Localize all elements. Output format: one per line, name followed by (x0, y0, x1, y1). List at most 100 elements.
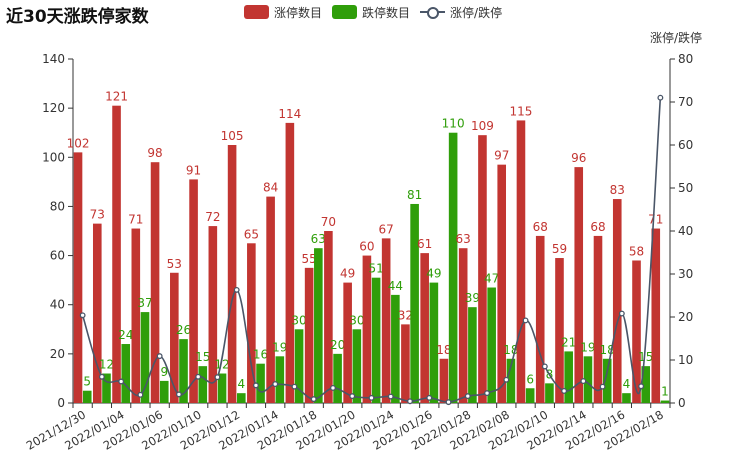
bar-zt (362, 255, 372, 403)
legend-item-dt[interactable]: 跌停数目 (332, 4, 410, 21)
bar-label-dt: 4 (237, 377, 245, 391)
bar-label-dt: 81 (407, 188, 422, 202)
bar-dt (506, 358, 516, 403)
bar-dt (564, 351, 573, 403)
ratio-point (426, 394, 433, 401)
bar-zt (73, 152, 83, 403)
bar-zt (458, 248, 468, 403)
ratio-point (98, 373, 105, 380)
bar-zt (343, 282, 352, 403)
bar-zt (150, 162, 160, 403)
y-left-tick-label: 60 (50, 249, 65, 263)
bar-label-dt: 15 (638, 350, 653, 364)
bar-zt (612, 199, 622, 403)
legend-swatch-zt (244, 5, 269, 19)
bar-label-zt: 71 (128, 213, 143, 227)
ratio-point (657, 94, 664, 101)
bar-label-zt: 61 (417, 237, 432, 251)
ratio-point (618, 310, 625, 317)
ratio-point (503, 376, 510, 383)
y-right-tick-label: 30 (678, 267, 693, 281)
bar-dt (429, 282, 439, 403)
bar-label-dt: 4 (623, 377, 631, 391)
bar-zt (439, 358, 449, 403)
bar-zt (555, 258, 564, 403)
bar-dt (236, 393, 246, 403)
bar-dt (82, 390, 92, 403)
y-right-tick-label: 50 (678, 181, 693, 195)
bar-label-zt: 105 (221, 129, 244, 143)
bar-zt (516, 120, 526, 403)
ratio-point (580, 378, 587, 385)
bar-dt (217, 373, 227, 403)
bar-dt (140, 312, 150, 403)
legend-line-ratio-icon (420, 5, 446, 19)
ratio-point (272, 381, 279, 388)
legend-swatch-dt (332, 5, 358, 19)
bar-zt (574, 167, 584, 403)
bar-label-dt: 49 (426, 267, 441, 281)
bar-label-zt: 59 (552, 242, 567, 256)
bar-label-zt: 114 (278, 107, 301, 121)
bar-zt (131, 228, 141, 403)
bar-label-dt: 19 (580, 340, 595, 354)
bar-dt (314, 248, 323, 403)
ratio-point (214, 374, 221, 381)
bar-dt (159, 380, 169, 403)
bar-label-zt: 18 (436, 343, 451, 357)
y-right-tick-label: 20 (678, 310, 693, 324)
bar-zt (170, 272, 179, 403)
y-left-tick-label: 80 (50, 199, 65, 213)
ratio-point (233, 286, 240, 293)
ratio-point (118, 378, 125, 385)
bar-label-zt: 55 (301, 252, 316, 266)
legend-item-ratio[interactable]: 涨停/跌停 (420, 4, 502, 21)
legend-item-zt[interactable]: 涨停数目 (244, 4, 322, 21)
bar-label-dt: 20 (330, 338, 345, 352)
ratio-point (175, 391, 182, 398)
bar-zt (632, 260, 641, 403)
bar-label-zt: 97 (494, 149, 509, 163)
bar-label-dt: 1 (661, 385, 669, 399)
bar-label-dt: 5 (83, 375, 91, 389)
bar-dt (352, 329, 362, 403)
bar-label-zt: 58 (629, 244, 644, 258)
bar-label-dt: 39 (465, 291, 480, 305)
bar-dt (179, 339, 188, 403)
y-right-tick-label: 70 (678, 95, 693, 109)
bar-label-zt: 121 (105, 90, 128, 104)
bar-label-zt: 63 (456, 232, 471, 246)
ratio-point (195, 373, 202, 380)
bar-label-zt: 49 (340, 267, 355, 281)
ratio-point (137, 391, 144, 398)
bar-zt (420, 253, 429, 403)
bar-dt (391, 294, 400, 403)
bar-label-dt: 19 (272, 340, 287, 354)
bar-label-dt: 15 (195, 350, 210, 364)
bar-zt (381, 238, 391, 403)
y-right-tick-label: 10 (678, 353, 693, 367)
bar-zt (401, 324, 410, 403)
ratio-point (156, 353, 163, 360)
bar-label-zt: 70 (321, 215, 336, 229)
bar-label-dt: 24 (118, 328, 133, 342)
bar-dt (102, 373, 111, 403)
ratio-point (387, 393, 394, 400)
bar-zt (497, 164, 507, 403)
bar-label-dt: 6 (526, 372, 534, 386)
bar-dt (545, 383, 554, 403)
bar-label-dt: 30 (349, 313, 364, 327)
bar-label-zt: 98 (147, 146, 162, 160)
bar-zt (266, 196, 275, 403)
bar-dt (410, 203, 419, 403)
bar-label-zt: 91 (186, 163, 201, 177)
ratio-point (79, 312, 86, 319)
bar-dt (448, 132, 458, 403)
ratio-point (445, 399, 452, 406)
ratio-point (541, 363, 548, 370)
bar-zt (247, 243, 256, 403)
bar-label-zt: 102 (67, 136, 90, 150)
bar-label-zt: 53 (167, 257, 182, 271)
legend: 涨停数目 跌停数目 涨停/跌停 (244, 4, 512, 20)
